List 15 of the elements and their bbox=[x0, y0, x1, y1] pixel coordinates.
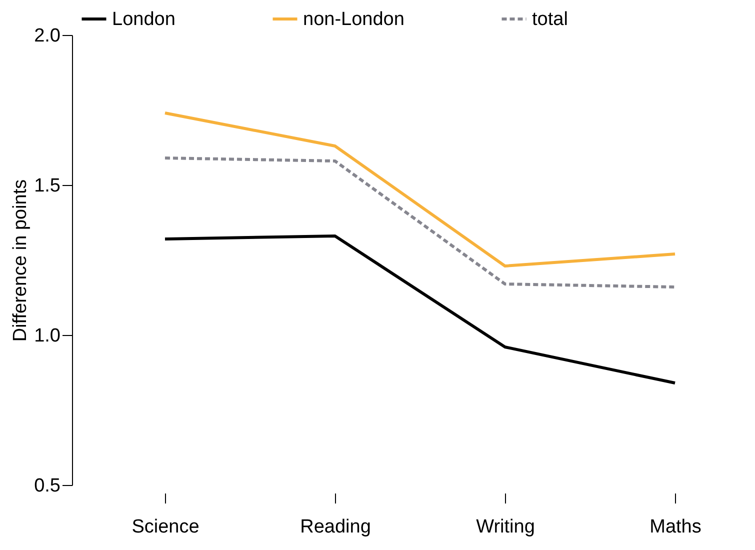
line-series bbox=[164, 112, 676, 268]
y-tick-label: 2.0 bbox=[34, 26, 60, 46]
y-axis-title: Difference in points bbox=[10, 179, 32, 342]
x-tick-label: Reading bbox=[300, 516, 371, 538]
line-series bbox=[164, 234, 676, 384]
x-tick-label: Writing bbox=[476, 516, 535, 538]
y-tick-label: 1.0 bbox=[34, 326, 60, 346]
legend-label: total bbox=[532, 9, 568, 30]
x-tick-label: Maths bbox=[650, 516, 702, 538]
legend-label: non-London bbox=[303, 9, 404, 30]
line-series bbox=[164, 156, 676, 288]
legend-label: London bbox=[112, 9, 176, 30]
y-tick-label: 1.5 bbox=[34, 176, 60, 196]
x-tick-label: Science bbox=[132, 516, 200, 538]
y-tick-label: 0.5 bbox=[34, 476, 60, 496]
